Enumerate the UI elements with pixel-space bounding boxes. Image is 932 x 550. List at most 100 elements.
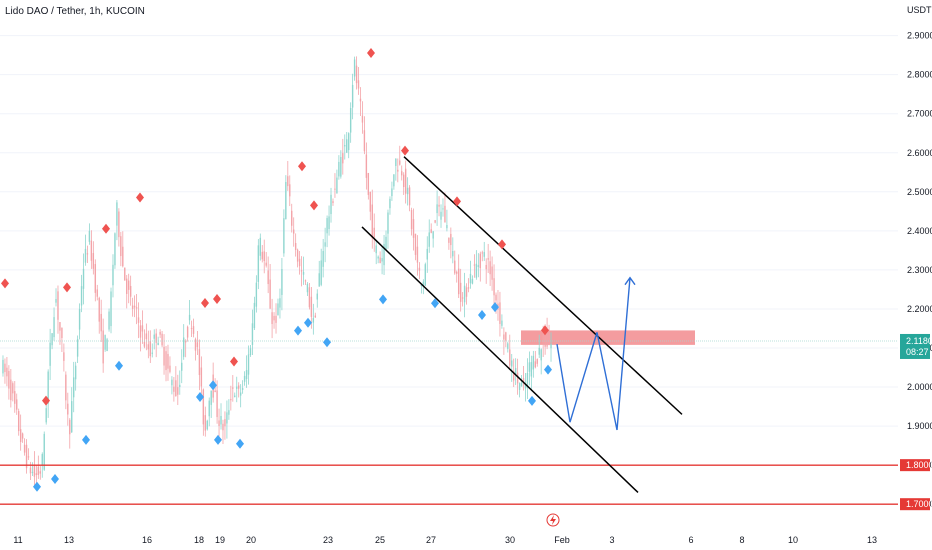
channel-lower-line (361, 226, 639, 494)
y-tick-label: 2.3000 (907, 265, 932, 275)
candle-body (426, 248, 428, 260)
time-axis[interactable]: 11 13 16 18 19 20 23 25 27 30 Feb 3 6 8 10 13 (13, 513, 877, 545)
candle-body (359, 98, 362, 102)
candle-body (143, 341, 146, 347)
candle-body (334, 188, 336, 190)
candle-body (171, 379, 173, 386)
candle-body (373, 227, 375, 238)
candle-body (512, 371, 515, 381)
candle-body (306, 283, 309, 293)
y-tick-label: 2.9000 (907, 31, 932, 41)
candle-body (259, 237, 262, 256)
candle-body (399, 160, 401, 165)
candle-body (503, 334, 505, 340)
y-tick-label: 2.0000 (907, 382, 932, 392)
candle-body (493, 278, 495, 296)
candle-body (422, 281, 425, 287)
swing-low-marker (478, 309, 486, 320)
candle-body (361, 115, 364, 123)
candle-body (420, 284, 423, 286)
candle-body (285, 181, 287, 220)
candle-body (296, 249, 299, 262)
candle-body (159, 331, 161, 335)
candle-body (347, 133, 350, 151)
candle-body (129, 285, 132, 297)
candle-body (126, 278, 128, 294)
candle-body (485, 264, 487, 270)
last-price-tag (900, 333, 930, 359)
swing-high-marker (298, 161, 306, 172)
candle-body (14, 391, 16, 404)
candle-body (275, 315, 277, 323)
candle-body (353, 59, 356, 77)
candle-body (406, 187, 409, 195)
candle-body (161, 333, 163, 346)
candle-body (137, 317, 140, 323)
swing-low-marker (379, 294, 387, 305)
candle-body (116, 202, 118, 226)
swing-high-marker (453, 196, 461, 207)
candle-body (381, 258, 383, 262)
candle-body (237, 385, 240, 389)
x-tick-label: 16 (142, 535, 152, 545)
projection-zigzag (556, 277, 631, 431)
candle-body (536, 359, 538, 364)
candle-body (17, 411, 20, 432)
candle-body (71, 401, 73, 433)
grid (0, 35, 898, 505)
candle-body (257, 245, 260, 282)
candle-body (300, 270, 303, 272)
candle-body (499, 302, 501, 324)
candle-body (336, 177, 338, 194)
candle-body (416, 246, 419, 263)
candle-body (104, 335, 106, 350)
candle-body (149, 341, 152, 357)
candle-body (202, 389, 205, 425)
candle-body (505, 332, 507, 341)
candle-body (59, 322, 61, 331)
candle-body (526, 372, 529, 388)
currency-label: USDT (907, 5, 932, 15)
x-tick-label: 30 (505, 535, 515, 545)
candle-body (94, 264, 97, 293)
candle-body (29, 467, 32, 474)
candle-body (355, 65, 358, 84)
candle-body (224, 419, 226, 427)
candle-body (477, 265, 480, 267)
candle-body (173, 386, 175, 392)
candle-body (546, 331, 548, 347)
candle-body (467, 287, 470, 289)
candle-body (228, 410, 230, 415)
candle-body (440, 211, 442, 220)
swing-high-marker (401, 145, 409, 156)
candle-body (67, 403, 69, 415)
candle-body (122, 246, 124, 267)
candle-body (475, 263, 478, 278)
candle-body (127, 280, 130, 290)
candle-body (106, 339, 108, 352)
candle-body (459, 282, 462, 302)
projection-arrowhead (624, 276, 636, 286)
candle-body (308, 287, 311, 308)
candle-body (80, 286, 83, 306)
candle-body (516, 372, 519, 384)
candle-body (19, 429, 22, 442)
channel-upper-line (403, 156, 683, 415)
candle-body (74, 365, 77, 380)
candle-body (245, 370, 248, 380)
candle-body (283, 218, 285, 254)
y-tick-label: 2.8000 (907, 70, 932, 80)
swing-high-marker (102, 223, 110, 234)
candle-body (528, 362, 531, 372)
candle-body (428, 232, 430, 247)
candle-body (412, 219, 415, 238)
candle-body (344, 145, 346, 147)
support-price-label: 1.8000 (906, 460, 932, 470)
candle-body (524, 383, 527, 389)
candle-body (330, 194, 332, 215)
price-axis[interactable]: USDT 2.9000 2.8000 2.7000 2.6000 2.5000 2.4000… (900, 5, 932, 511)
candle-body (491, 266, 493, 280)
swing-low-marker (431, 298, 439, 309)
candle-body (179, 384, 181, 387)
